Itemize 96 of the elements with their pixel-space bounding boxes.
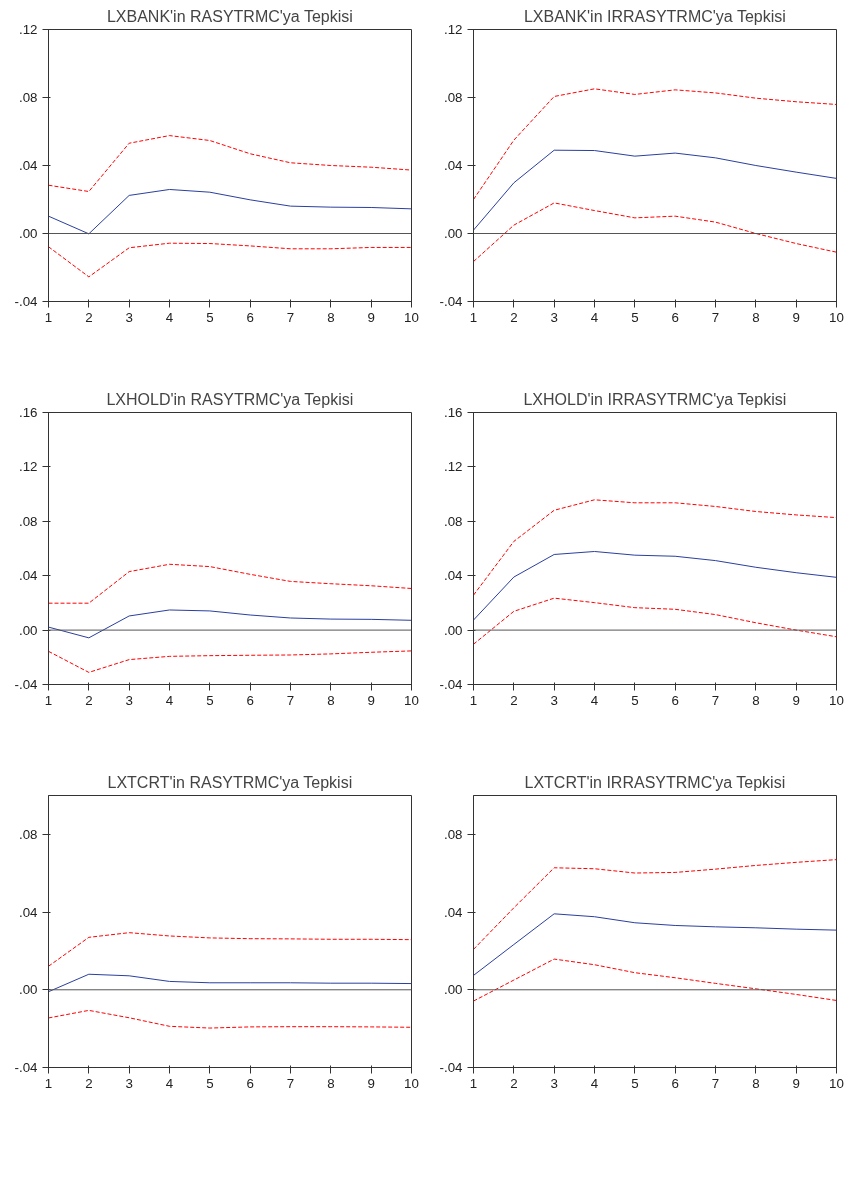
x-tick-label: 7 — [286, 1075, 295, 1091]
x-tick-label: 2 — [510, 309, 518, 325]
x-tick-label: 2 — [510, 692, 518, 708]
x-tick-label: 3 — [125, 309, 133, 325]
x-tick-label: 1 — [469, 692, 478, 708]
y-tick-label: .12 — [18, 22, 38, 37]
x-tick-label: 7 — [711, 309, 720, 325]
x-tick-label: 3 — [125, 692, 133, 708]
x-tick-label: 6 — [246, 309, 254, 325]
y-tick-label: .08 — [18, 90, 38, 105]
x-tick-label: 1 — [44, 692, 53, 708]
y-tick-label: .00 — [18, 622, 38, 638]
x-tick-label: 10 — [829, 692, 844, 708]
x-tick-label: 4 — [590, 692, 599, 708]
y-tick-label: .12 — [18, 459, 38, 475]
x-tick-label: 1 — [44, 309, 53, 325]
x-tick-label: 9 — [367, 1075, 375, 1091]
x-tick-label: 5 — [631, 1075, 639, 1091]
x-tick-label: 7 — [711, 1075, 720, 1091]
x-tick-label: 2 — [510, 1075, 518, 1091]
x-tick-label: 6 — [671, 692, 679, 708]
x-tick-label: 10 — [404, 1075, 419, 1091]
y-tick-label: .00 — [443, 982, 463, 998]
y-tick-label: .04 — [18, 904, 39, 920]
x-tick-label: 8 — [752, 309, 760, 325]
chart-title: LXTCRT'in RASYTRMC'ya Tepkisi — [107, 773, 353, 791]
x-tick-label: 6 — [246, 1075, 254, 1091]
x-tick-label: 5 — [206, 1075, 214, 1091]
x-tick-label: 3 — [550, 692, 558, 708]
y-tick-label: .16 — [18, 405, 38, 420]
x-tick-label: 8 — [752, 1075, 760, 1091]
x-tick-label: 5 — [206, 309, 214, 325]
chart-title: LXBANK'in RASYTRMC'ya Tepkisi — [106, 7, 353, 25]
y-tick-label: .16 — [443, 405, 463, 420]
y-tick-label: .12 — [443, 22, 463, 37]
x-tick-label: 2 — [85, 692, 93, 708]
y-tick-label: .12 — [443, 459, 463, 475]
x-tick-label: 5 — [206, 692, 214, 708]
x-tick-label: 7 — [286, 692, 295, 708]
y-tick-label: .00 — [18, 226, 38, 241]
x-tick-label: 4 — [165, 692, 174, 708]
chart-title: LXHOLD'in RASYTRMC'ya Tepkisi — [106, 390, 354, 408]
y-tick-label: .08 — [18, 513, 38, 529]
x-tick-label: 3 — [550, 1075, 558, 1091]
x-tick-label: 2 — [85, 1075, 93, 1091]
x-tick-label: 7 — [286, 309, 295, 325]
x-tick-label: 10 — [829, 309, 844, 325]
y-tick-label: .00 — [443, 226, 463, 241]
x-tick-label: 3 — [550, 309, 558, 325]
chart-title: LXBANK'in IRRASYTRMC'ya Tepkisi — [523, 7, 786, 25]
y-tick-label: -.04 — [439, 1060, 464, 1075]
y-tick-label: .00 — [443, 622, 463, 638]
y-tick-label: .04 — [443, 568, 464, 584]
x-tick-label: 1 — [44, 1075, 53, 1091]
x-tick-label: 1 — [469, 1075, 478, 1091]
x-tick-label: 10 — [829, 1075, 844, 1091]
y-tick-label: .08 — [443, 90, 463, 105]
chart-title: LXTCRT'in IRRASYTRMC'ya Tepkisi — [524, 773, 786, 791]
x-tick-label: 3 — [125, 1075, 133, 1091]
x-tick-label: 2 — [85, 309, 93, 325]
y-tick-label: .04 — [18, 568, 39, 584]
x-tick-label: 4 — [590, 309, 599, 325]
x-tick-label: 9 — [367, 309, 375, 325]
x-tick-label: 1 — [469, 309, 478, 325]
y-tick-label: .04 — [18, 158, 39, 173]
y-tick-label: -.04 — [439, 677, 464, 692]
x-tick-label: 8 — [327, 692, 335, 708]
chart-title: LXHOLD'in IRRASYTRMC'ya Tepkisi — [523, 390, 787, 408]
x-tick-label: 10 — [404, 309, 419, 325]
x-tick-label: 9 — [367, 692, 375, 708]
x-tick-label: 9 — [792, 309, 800, 325]
x-tick-label: 10 — [404, 692, 419, 708]
x-tick-label: 6 — [671, 309, 679, 325]
x-tick-label: 4 — [165, 1075, 174, 1091]
y-tick-label: -.04 — [439, 294, 464, 309]
x-tick-label: 6 — [671, 1075, 679, 1091]
x-tick-label: 8 — [752, 692, 760, 708]
x-tick-label: 8 — [327, 309, 335, 325]
x-tick-label: 8 — [327, 1075, 335, 1091]
y-tick-label: .08 — [443, 826, 463, 842]
x-tick-label: 5 — [631, 309, 639, 325]
y-tick-label: .08 — [443, 513, 463, 529]
y-tick-label: -.04 — [14, 1060, 39, 1075]
x-tick-label: 5 — [631, 692, 639, 708]
y-tick-label: -.04 — [14, 677, 39, 692]
x-tick-label: 9 — [792, 1075, 800, 1091]
x-tick-label: 7 — [711, 692, 720, 708]
y-tick-label: .00 — [18, 982, 38, 998]
x-tick-label: 4 — [590, 1075, 599, 1091]
y-tick-label: .04 — [443, 904, 464, 920]
y-tick-label: -.04 — [14, 294, 39, 309]
x-tick-label: 9 — [792, 692, 800, 708]
y-tick-label: .08 — [18, 826, 38, 842]
y-tick-label: .04 — [443, 158, 464, 173]
x-tick-label: 4 — [165, 309, 174, 325]
x-tick-label: 6 — [246, 692, 254, 708]
